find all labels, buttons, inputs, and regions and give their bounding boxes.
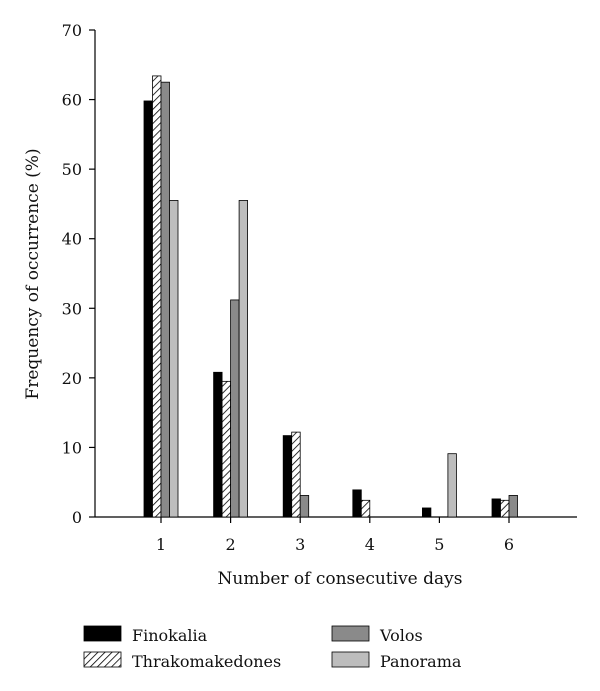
bar-volos-2 — [230, 299, 240, 518]
bar-thrakomakedones-2 — [221, 380, 232, 518]
bar-thrakomakedones-3 — [291, 431, 301, 518]
legend-label-finokalia: Finokalia — [132, 626, 208, 645]
y-tick-label: 60 — [62, 91, 82, 110]
x-tick-label: 5 — [434, 535, 444, 554]
legend-swatch-finokalia — [83, 625, 122, 642]
bar-finokalia-1 — [143, 100, 153, 518]
x-tick-label: 6 — [504, 535, 514, 554]
bars — [143, 75, 518, 518]
y-axis-title: Frequency of occurrence (%) — [23, 148, 43, 399]
x-tick-labels: 1 2 3 4 5 6 — [156, 535, 514, 554]
bar-panorama-1 — [169, 200, 179, 518]
bar-volos-3 — [299, 495, 310, 518]
y-tick-label: 30 — [62, 299, 82, 318]
legend-swatch-thrakomakedones — [83, 651, 122, 668]
bar-finokalia-5 — [421, 507, 432, 518]
bar-panorama-2 — [238, 200, 249, 518]
legend-label-panorama: Panorama — [380, 652, 462, 671]
legend-swatch-panorama — [331, 651, 370, 668]
legend-label-thrakomakedones: Thrakomakedones — [132, 652, 281, 671]
y-tick-label: 50 — [62, 160, 82, 179]
x-tick-label: 3 — [295, 535, 305, 554]
y-tick-labels: 0 10 20 30 40 50 60 70 — [62, 21, 82, 527]
bar-thrakomakedones-6 — [500, 499, 510, 518]
bar-thrakomakedones-4 — [360, 499, 371, 518]
y-tick-label: 0 — [72, 508, 82, 527]
bar-finokalia-4 — [352, 489, 362, 518]
bar-volos-6 — [508, 495, 518, 518]
y-tick-label: 40 — [62, 230, 82, 249]
x-axis-title: Number of consecutive days — [218, 569, 463, 589]
bar-finokalia-2 — [213, 371, 223, 518]
x-tick-label: 4 — [365, 535, 375, 554]
bar-finokalia-3 — [282, 435, 293, 518]
x-tick-label: 1 — [156, 535, 166, 554]
y-tick-label: 20 — [62, 369, 82, 388]
y-tick-label: 70 — [62, 21, 82, 40]
legend-swatch-volos — [331, 625, 370, 642]
legend: Finokalia Thrakomakedones Volos Panorama — [83, 625, 462, 671]
bar-thrakomakedones-1 — [152, 75, 162, 518]
x-tick-label: 2 — [226, 535, 236, 554]
y-tick-label: 10 — [62, 438, 82, 457]
bar-panorama-5 — [447, 453, 457, 518]
bar-finokalia-6 — [491, 498, 501, 518]
bar-volos-1 — [160, 81, 170, 518]
legend-label-volos: Volos — [379, 626, 423, 645]
